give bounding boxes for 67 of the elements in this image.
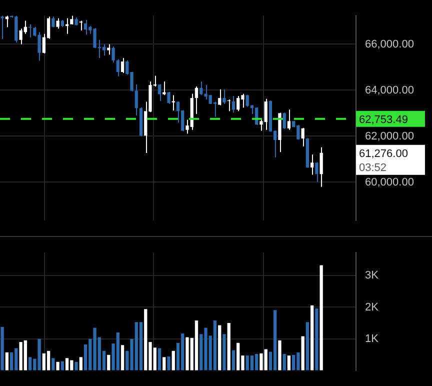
bar [282,354,286,370]
candlestick [287,109,291,130]
bar [74,362,78,370]
candlestick [222,88,226,104]
candlestick [102,44,106,56]
candlestick [194,86,198,114]
bar [194,320,198,370]
y-tick-label: 2K [365,301,380,314]
candlestick [107,44,110,56]
candlestick [172,94,175,111]
y-tick-label: 60,000.00 [365,176,414,188]
bar [310,305,314,370]
candlestick [162,81,166,96]
candlestick [232,96,236,114]
bar [52,358,55,370]
bar [158,348,162,370]
bar [227,323,230,370]
bar [167,356,170,370]
bar [5,352,9,370]
bar [79,357,82,370]
text: 03:52 [359,162,387,174]
bar [139,322,143,370]
bar [172,350,175,370]
candlestick [120,58,124,74]
bar [46,350,50,370]
bar [120,345,124,370]
candlestick [282,112,286,130]
candlestick [5,15,9,28]
y-tick-label: 66,000.00 [365,38,414,50]
candlestick [315,162,318,182]
y-tick-label: 3K [365,270,380,282]
candlestick [158,84,162,102]
bar [301,336,304,370]
candlestick [310,154,314,176]
bar [287,356,291,370]
bar [60,361,64,370]
text: 61,276.00 [359,148,408,160]
candlestick [79,20,82,31]
y-tick-label: 62,000.00 [365,130,414,142]
bar [278,340,282,370]
candlestick [134,84,138,116]
y-tick-label: 64,000.00 [365,84,414,96]
bar [65,358,69,370]
bar [232,350,236,370]
ref-line-label: 62,753.49 [359,114,408,126]
bar [213,320,217,370]
bar [306,322,310,370]
bar [315,308,318,370]
bar [162,357,166,370]
y-tick-label: 1K [365,332,380,345]
candlestick [112,46,115,64]
bar [28,357,32,370]
bar [218,325,222,370]
candlestick [301,127,304,147]
candlestick [0,15,4,40]
bar [107,354,110,370]
bar [320,265,323,370]
candlestick [218,88,222,106]
candlestick [84,19,88,36]
bar [0,326,4,370]
candlestick [116,58,120,77]
bar [56,362,60,370]
candlestick [56,18,60,30]
candlestick [320,146,323,188]
bar [250,356,254,370]
candlestick [167,91,170,104]
bar [222,334,226,370]
